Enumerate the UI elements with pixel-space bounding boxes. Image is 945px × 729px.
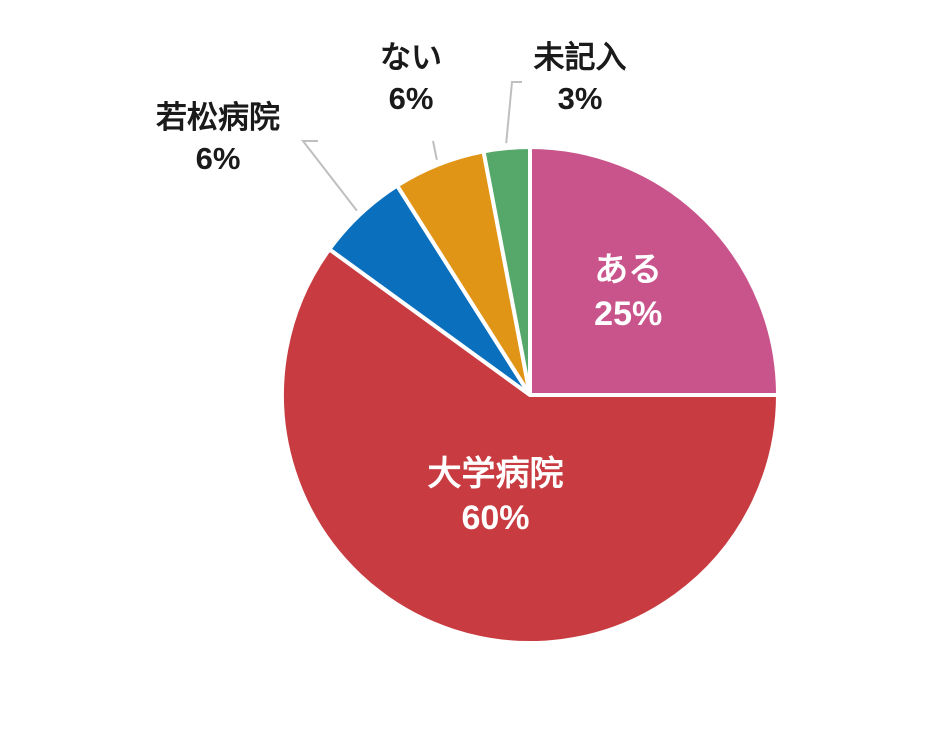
leader-line <box>432 140 438 161</box>
leader-lines-layer <box>300 81 522 212</box>
slices-layer <box>280 144 781 645</box>
slice-value-label: 6% <box>389 81 434 116</box>
labels-layer: ある 25% 大学病院 60% 若松病院 6% ない 6% 未記入 3% <box>156 40 662 537</box>
slice-category-label: 未記入 <box>534 40 627 75</box>
leader-line <box>505 81 522 144</box>
slice-value-label: 25% <box>594 295 662 333</box>
pie-slice <box>481 144 532 396</box>
slice-value-label: 3% <box>558 81 603 116</box>
leader-line <box>300 140 358 212</box>
pie-slice <box>528 144 781 397</box>
pie-slice <box>280 246 781 645</box>
slice-category-label: 若松病院 <box>156 100 280 135</box>
slice-category-label: ない <box>380 40 442 75</box>
slice-category-label: ある <box>594 251 662 289</box>
slice-category-label: 大学病院 <box>428 454 564 493</box>
slice-value-label: 6% <box>196 141 241 176</box>
slice-value-label: 60% <box>461 499 529 537</box>
